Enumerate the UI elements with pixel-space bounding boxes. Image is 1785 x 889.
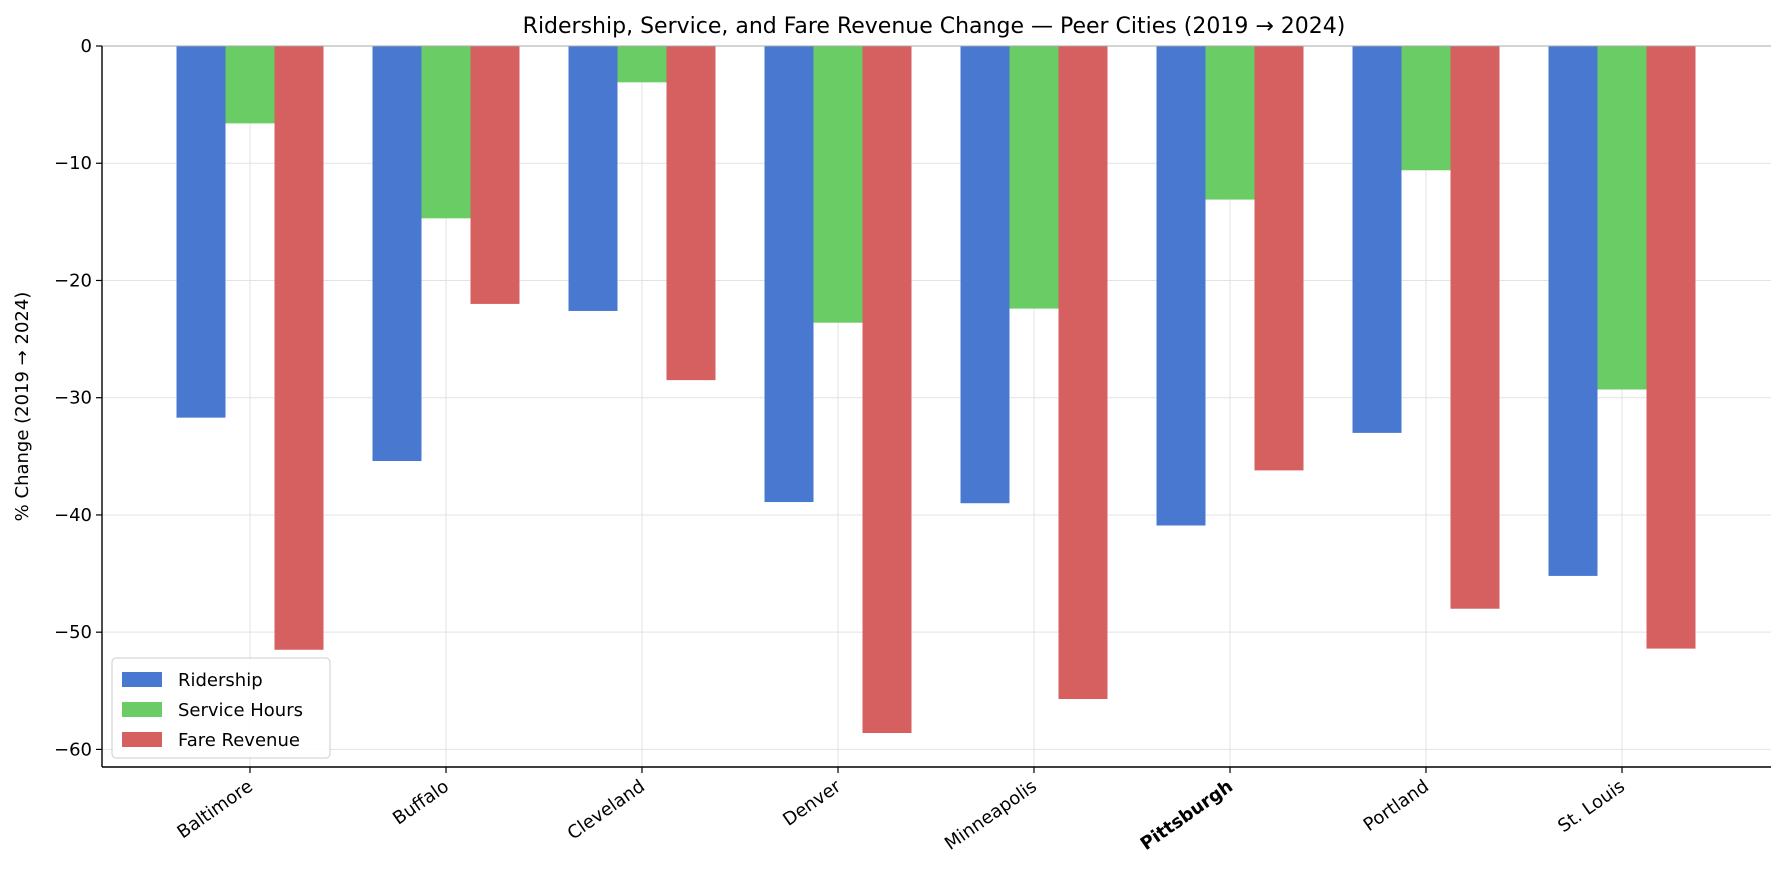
y-tick-label: −10 [54, 153, 92, 174]
grid-lines [102, 45, 1771, 767]
legend: Ridership Service Hours Fare Revenue [111, 657, 331, 759]
bars [176, 46, 1696, 734]
bar-service-hours-minneapolis [1009, 46, 1059, 309]
bar-ridership-portland [1352, 46, 1402, 433]
legend-swatch-service-hours [122, 702, 162, 717]
x-tick-label: Minneapolis [941, 776, 1041, 855]
chart-title: Ridership, Service, and Fare Revenue Cha… [523, 14, 1346, 39]
bar-ridership-baltimore [176, 46, 226, 418]
legend-swatch-ridership [122, 672, 162, 687]
legend-label-ridership: Ridership [178, 670, 263, 691]
bar-ridership-buffalo [372, 46, 422, 462]
x-axis-ticks: Baltimore Buffalo Cleveland Denver Minneapol… [173, 767, 1629, 855]
bar-fare-revenue-minneapolis [1058, 46, 1108, 700]
bar-service-hours-baltimore [225, 46, 275, 124]
legend-label-service-hours: Service Hours [178, 700, 303, 721]
bar-service-hours-denver [813, 46, 863, 323]
y-tick-label: −30 [54, 388, 92, 409]
legend-swatch-fare-revenue [122, 732, 162, 747]
bar-fare-revenue-portland [1450, 46, 1500, 609]
x-tick-label: Pittsburgh [1137, 776, 1237, 855]
bar-ridership-denver [764, 46, 814, 503]
bar-fare-revenue-pittsburgh [1254, 46, 1304, 471]
x-tick-label: Cleveland [564, 776, 649, 844]
bar-service-hours-buffalo [421, 46, 471, 219]
bar-service-hours-st-louis [1597, 46, 1647, 390]
bar-ridership-st-louis [1548, 46, 1598, 576]
bar-ridership-pittsburgh [1156, 46, 1206, 526]
bar-service-hours-portland [1401, 46, 1451, 171]
y-tick-label: −50 [54, 622, 92, 643]
x-tick-label: Denver [779, 776, 845, 831]
legend-box [111, 657, 331, 759]
bar-ridership-cleveland [568, 46, 618, 311]
axes [101, 45, 1771, 768]
y-tick-label: −60 [54, 739, 92, 760]
bar-service-hours-pittsburgh [1205, 46, 1255, 200]
legend-label-fare-revenue: Fare Revenue [178, 730, 300, 751]
y-tick-label: 0 [81, 36, 92, 57]
bar-ridership-minneapolis [960, 46, 1010, 504]
x-tick-label: Buffalo [389, 776, 453, 829]
bar-fare-revenue-denver [862, 46, 912, 734]
x-tick-label: Baltimore [173, 776, 256, 843]
y-axis-label: % Change (2019 → 2024) [12, 292, 33, 522]
x-tick-label: Portland [1360, 776, 1433, 836]
y-tick-label: −40 [54, 505, 92, 526]
bar-fare-revenue-buffalo [470, 46, 520, 304]
bar-service-hours-cleveland [617, 46, 667, 83]
y-axis-ticks: 0 −10 −20 −30 −40 −50 −60 [54, 36, 102, 760]
x-tick-label: St. Louis [1554, 776, 1629, 837]
bar-fare-revenue-st-louis [1646, 46, 1696, 649]
y-tick-label: −20 [54, 270, 92, 291]
bar-fare-revenue-cleveland [666, 46, 716, 381]
bar-fare-revenue-baltimore [274, 46, 324, 650]
